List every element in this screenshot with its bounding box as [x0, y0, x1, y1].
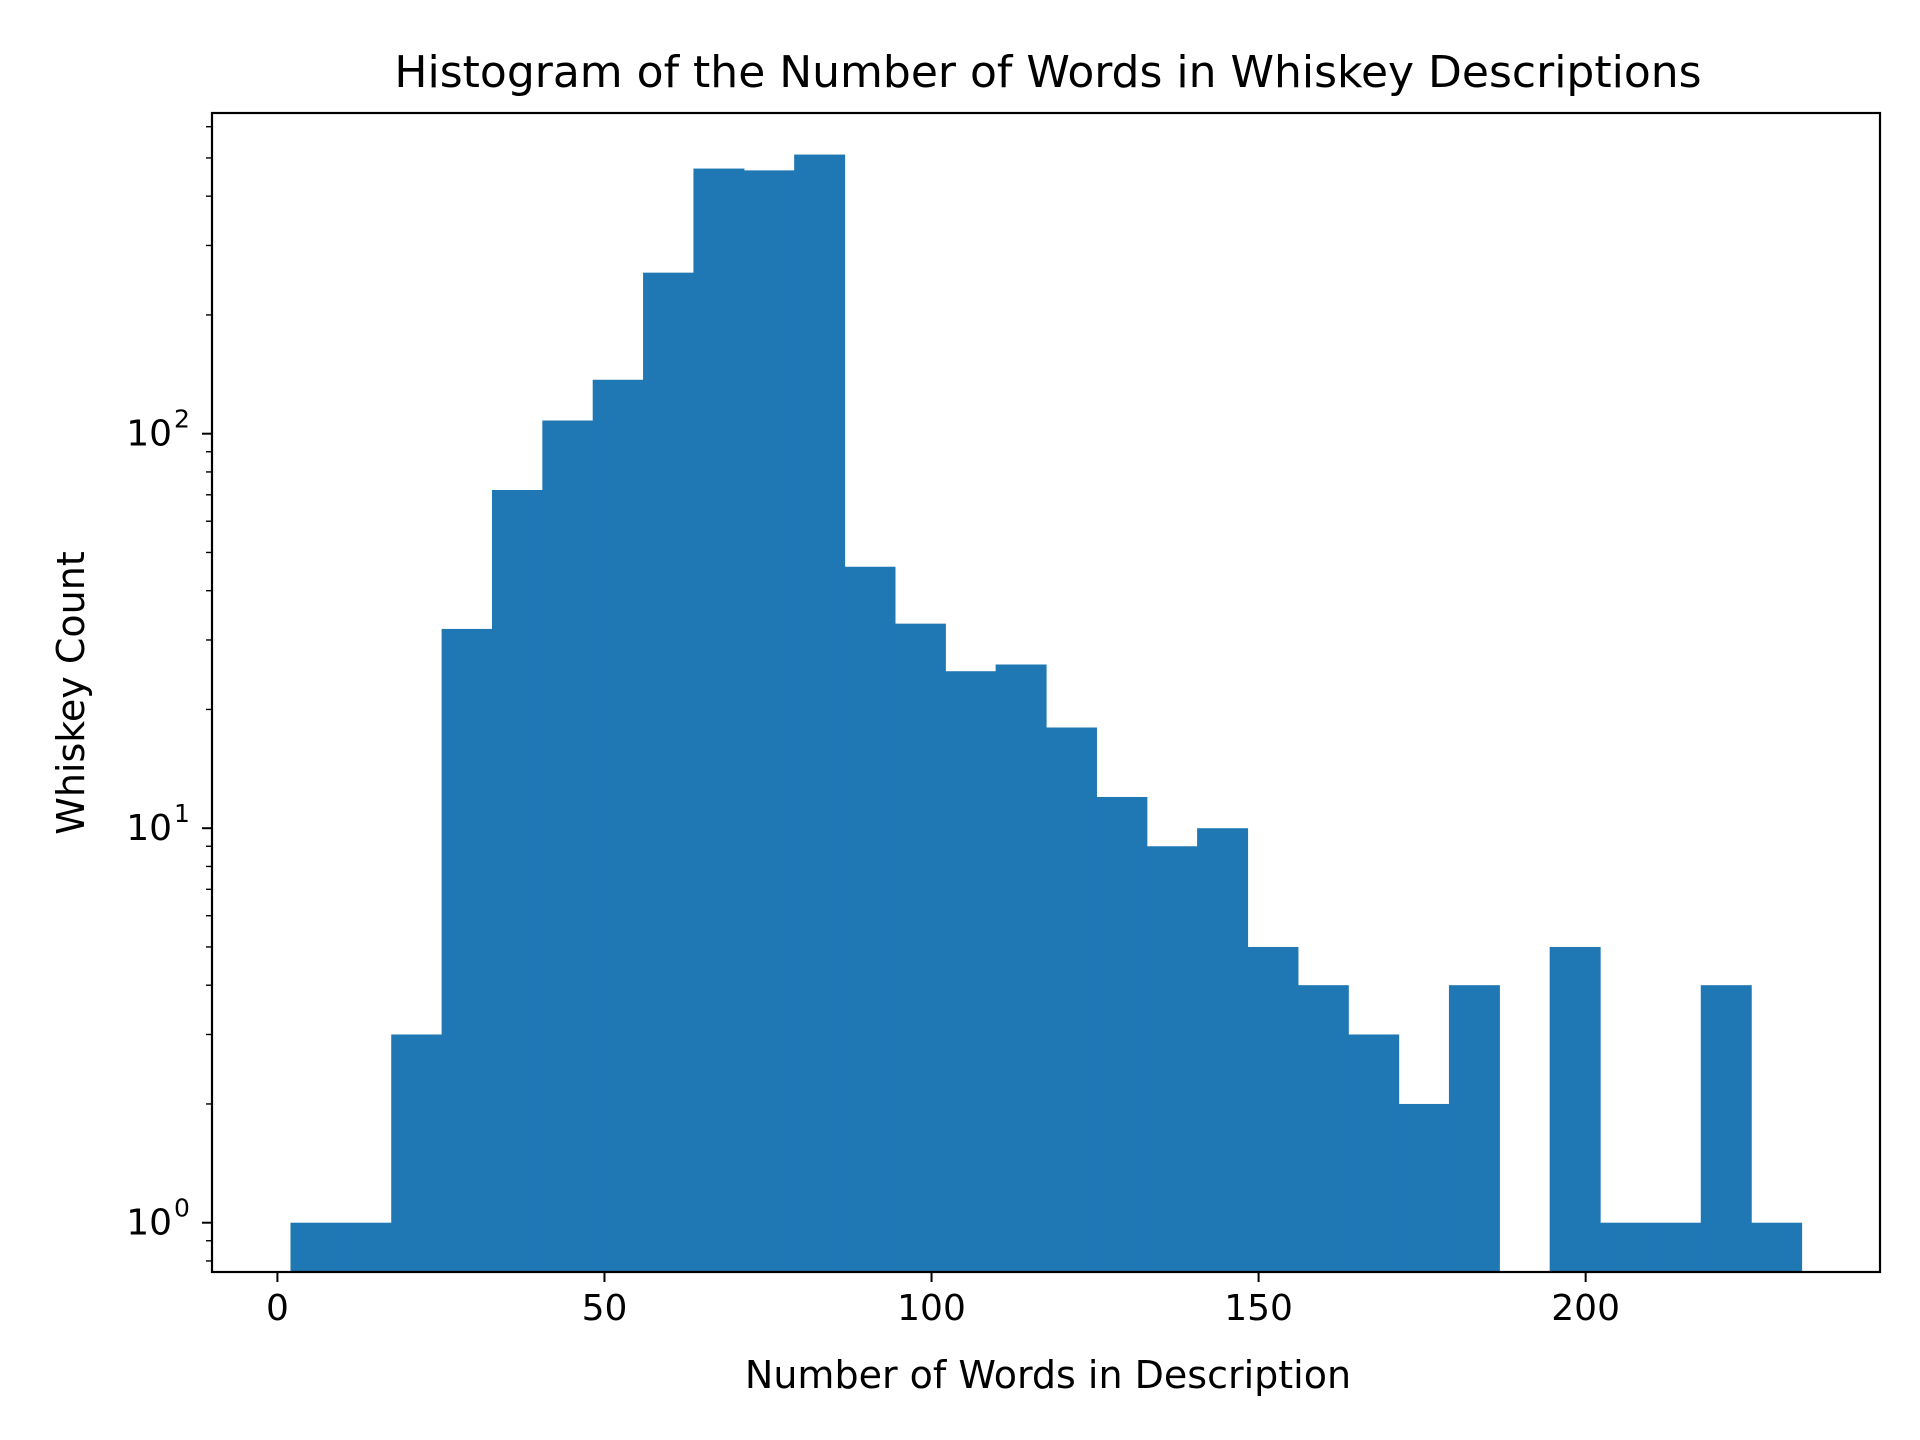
histogram-bar — [542, 420, 594, 1272]
histogram-bar — [945, 671, 997, 1272]
histogram-bar — [441, 628, 493, 1272]
x-tick-label: 200 — [1551, 1288, 1620, 1329]
y-tick-label: 10 — [126, 1203, 172, 1244]
histogram-bar — [1549, 946, 1601, 1272]
histogram-bar — [1751, 1222, 1803, 1272]
histogram-bar — [391, 1034, 443, 1272]
histogram-bar — [743, 170, 795, 1272]
y-tick-exponent: 2 — [174, 405, 190, 434]
y-tick-exponent: 1 — [174, 799, 190, 828]
x-axis-ticks: 0 50 100 150 200 — [266, 1272, 1620, 1329]
histogram-bar — [844, 566, 896, 1272]
x-axis-label: Number of Words in Description — [745, 1353, 1351, 1397]
histogram-bar — [1650, 1222, 1702, 1272]
histogram-bar — [491, 489, 543, 1273]
y-tick-label: 10 — [126, 414, 172, 455]
histogram-bar — [592, 379, 644, 1272]
histogram-bar — [1197, 828, 1249, 1272]
y-axis-label: Whiskey Count — [49, 551, 93, 834]
x-tick-label: 100 — [897, 1288, 966, 1329]
histogram-bar — [290, 1222, 342, 1272]
histogram-bar — [894, 623, 946, 1272]
x-tick-label: 50 — [582, 1288, 628, 1329]
histogram-bar — [794, 154, 846, 1272]
histogram-bar — [1096, 796, 1148, 1272]
histogram-bar — [995, 664, 1047, 1272]
x-tick-label: 0 — [266, 1288, 289, 1329]
histogram-bar — [643, 272, 695, 1272]
histogram-bar — [340, 1222, 392, 1272]
histogram-bars — [290, 154, 1803, 1273]
histogram-bar — [693, 168, 745, 1272]
histogram-bar — [1046, 727, 1097, 1272]
x-tick-label: 150 — [1224, 1288, 1293, 1329]
histogram-bar — [1348, 1034, 1400, 1272]
y-tick-label: 10 — [126, 808, 172, 849]
plot-frame — [210, 111, 1882, 1274]
histogram-bar — [1600, 1222, 1652, 1272]
histogram-bar — [1297, 985, 1349, 1272]
histogram-bar — [1448, 985, 1500, 1272]
y-tick-exponent: 0 — [174, 1194, 190, 1223]
histogram-bar — [1247, 946, 1299, 1272]
histogram-bar — [1700, 985, 1752, 1272]
chart-title: Histogram of the Number of Words in Whis… — [394, 47, 1701, 98]
histogram-bar — [1398, 1103, 1450, 1272]
histogram-bar — [1146, 846, 1198, 1272]
